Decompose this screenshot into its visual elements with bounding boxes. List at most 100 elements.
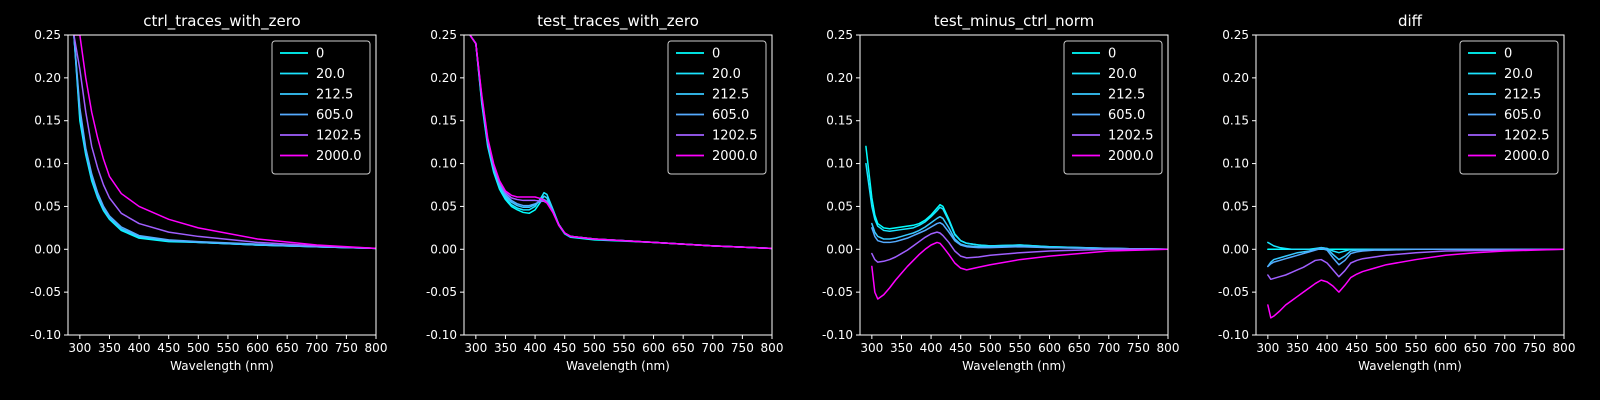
y-tick-label: 0.10 — [430, 157, 457, 171]
legend-label: 1202.5 — [1504, 129, 1550, 144]
legend-label: 605.0 — [1504, 108, 1541, 123]
x-tick-label: 800 — [761, 341, 784, 355]
series-line-2000.0 — [871, 241, 1168, 300]
x-tick-label: 650 — [672, 341, 695, 355]
legend-label: 20.0 — [1504, 67, 1533, 82]
x-tick-label: 650 — [1068, 341, 1091, 355]
legend-label: 212.5 — [316, 88, 353, 103]
legend-item: 1202.5 — [280, 129, 362, 144]
series-lines — [1267, 241, 1564, 319]
y-tick-label: 0.20 — [34, 71, 61, 85]
x-tick-label: 350 — [890, 341, 913, 355]
y-tick-label: 0.00 — [826, 242, 853, 256]
y-tick-label: 0.00 — [1222, 242, 1249, 256]
series-line-605.0 — [1267, 247, 1564, 268]
legend-item: 2000.0 — [676, 149, 758, 164]
chart-panel-3: test_minus_ctrl_norm 300 350 400 450 500 550 60… — [822, 12, 1180, 373]
x-tick-label: 400 — [920, 341, 943, 355]
legend-label: 2000.0 — [316, 149, 362, 164]
x-tick-label: 350 — [494, 341, 517, 355]
axes-frame — [1255, 34, 1565, 336]
x-tick-label: 600 — [1434, 341, 1457, 355]
x-tick-label: 700 — [1493, 341, 1516, 355]
x-tick-label: 350 — [1286, 341, 1309, 355]
legend-label: 0 — [1504, 47, 1512, 62]
x-tick-label: 700 — [701, 341, 724, 355]
series-line-20.0 — [865, 162, 1168, 251]
series-line-1202.5 — [871, 231, 1168, 263]
legend-item: 1202.5 — [676, 129, 758, 144]
axes-frame — [67, 34, 377, 336]
legend-label: 2000.0 — [1108, 149, 1154, 164]
x-tick-label: 450 — [157, 341, 180, 355]
x-tick-label: 300 — [860, 341, 883, 355]
x-tick-label: 650 — [276, 341, 299, 355]
y-tick-label: 0.20 — [826, 71, 853, 85]
y-tick-label: -0.10 — [1218, 328, 1249, 342]
x-tick-label: 750 — [335, 341, 358, 355]
x-tick-label: 500 — [583, 341, 606, 355]
series-line-1202.5 — [73, 35, 376, 250]
x-tick-label: 300 — [1256, 341, 1279, 355]
legend-label: 0 — [1108, 47, 1116, 62]
chart-title: ctrl_traces_with_zero — [143, 12, 300, 31]
y-tick-label: 0.25 — [34, 28, 61, 42]
legend-label: 0 — [712, 47, 720, 62]
legend-label: 1202.5 — [712, 129, 758, 144]
chart-title: diff — [1398, 12, 1423, 30]
y-tick-label: 0.10 — [1222, 157, 1249, 171]
legend-item: 0 — [1072, 47, 1116, 62]
x-axis-label: Wavelength (nm) — [962, 359, 1066, 373]
chart-panel-2: test_traces_with_zero 300 350 400 450 500 550 6… — [426, 12, 784, 373]
legend: 0 20.0 212.5 605.0 1202.5 2000.0 — [667, 40, 767, 175]
series-lines — [469, 35, 772, 250]
legend: 0 20.0 212.5 605.0 1202.5 2000.0 — [1459, 40, 1559, 175]
legend-item: 0 — [1468, 47, 1512, 62]
legend-item: 2000.0 — [1468, 149, 1550, 164]
x-tick-label: 500 — [1375, 341, 1398, 355]
x-tick-label: 550 — [1008, 341, 1031, 355]
series-line-212.5 — [871, 215, 1168, 251]
x-tick-label: 400 — [524, 341, 547, 355]
x-tick-label: 450 — [949, 341, 972, 355]
legend-label: 1202.5 — [1108, 129, 1154, 144]
x-tick-label: 750 — [731, 341, 754, 355]
y-tick-label: 0.20 — [1222, 71, 1249, 85]
x-tick-label: 750 — [1523, 341, 1546, 355]
y-tick-label: 0.05 — [1222, 199, 1249, 213]
legend-label: 605.0 — [712, 108, 749, 123]
legend-label: 212.5 — [1504, 88, 1541, 103]
x-tick-label: 800 — [1553, 341, 1576, 355]
y-tick-label: -0.05 — [1218, 285, 1249, 299]
x-axis-label: Wavelength (nm) — [170, 359, 274, 373]
legend-label: 20.0 — [1108, 67, 1137, 82]
axes-frame — [859, 34, 1169, 336]
legend-item: 605.0 — [1072, 108, 1145, 123]
x-axis-label: Wavelength (nm) — [1358, 359, 1462, 373]
chart-panel-1: ctrl_traces_with_zero 300 350 400 450 500 550 6… — [30, 12, 388, 373]
legend-label: 605.0 — [316, 108, 353, 123]
legend-item: 20.0 — [280, 67, 345, 82]
legend-label: 20.0 — [316, 67, 345, 82]
legend-item: 0 — [280, 47, 324, 62]
legend-item: 605.0 — [280, 108, 353, 123]
x-tick-label: 450 — [1345, 341, 1368, 355]
x-tick-label: 600 — [642, 341, 665, 355]
legend-item: 2000.0 — [280, 149, 362, 164]
series-lines — [73, 35, 376, 250]
x-tick-label: 400 — [128, 341, 151, 355]
legend-item: 20.0 — [1072, 67, 1137, 82]
legend-item: 605.0 — [1468, 108, 1541, 123]
y-tick-label: -0.05 — [30, 285, 61, 299]
legend-label: 2000.0 — [1504, 149, 1550, 164]
x-tick-label: 550 — [612, 341, 635, 355]
y-tick-label: -0.05 — [426, 285, 457, 299]
x-tick-label: 550 — [216, 341, 239, 355]
legend-item: 1202.5 — [1468, 129, 1550, 144]
x-tick-label: 600 — [1038, 341, 1061, 355]
legend-item: 212.5 — [1072, 88, 1145, 103]
legend-label: 20.0 — [712, 67, 741, 82]
y-tick-label: -0.10 — [30, 328, 61, 342]
